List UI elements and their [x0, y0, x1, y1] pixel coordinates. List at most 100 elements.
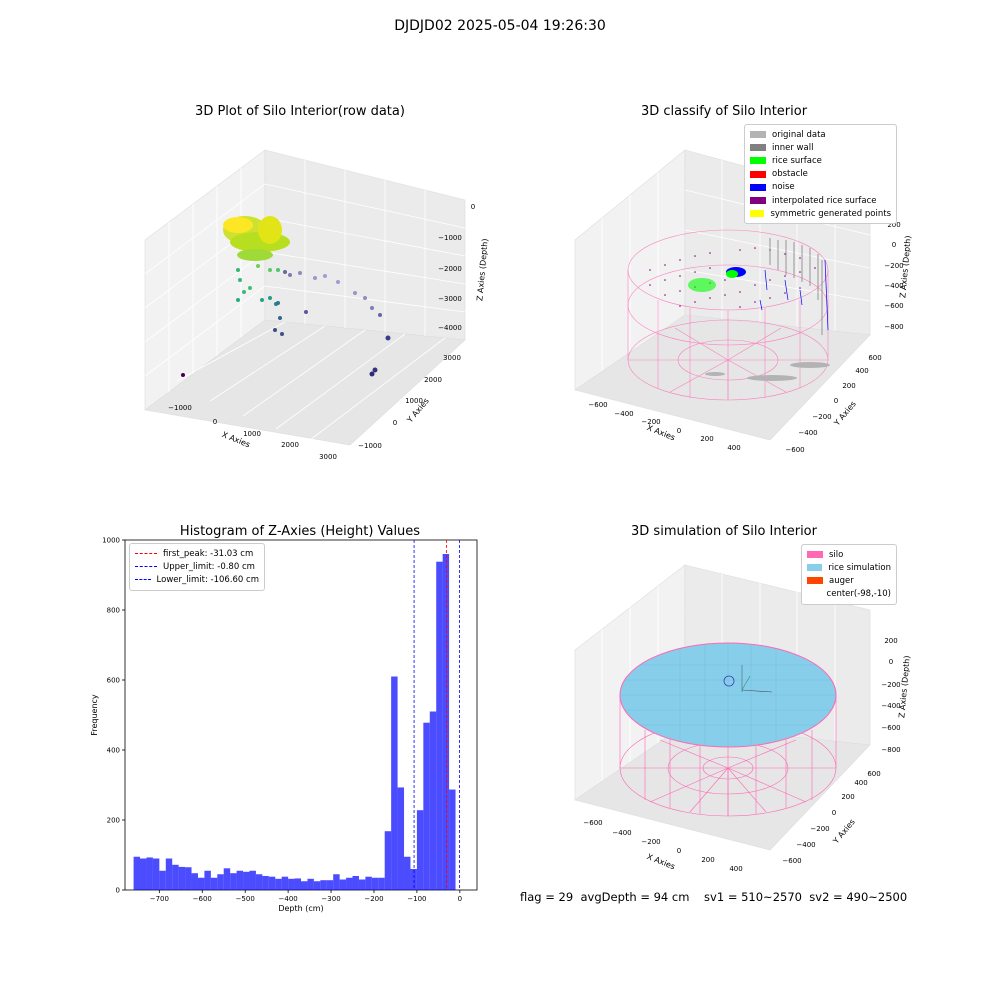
legend-entry: first_peak: -31.03 cm [135, 547, 259, 560]
hist-xtick-label: −500 [236, 895, 255, 903]
legend-line [135, 579, 151, 581]
hist-ytick-label: 400 [107, 747, 120, 755]
hist-bar [410, 869, 417, 890]
panel2-plot: −600 −400 −200 0 200 400 −600 −400 −200 … [574, 149, 913, 454]
p4-ylabel: Y Axies [831, 817, 857, 846]
legend-entry: auger [807, 574, 891, 587]
hist-bar [371, 877, 379, 890]
hist-bar [397, 787, 405, 890]
panel2-title: 3D classify of Silo Interior [640, 104, 808, 119]
legend-swatch [750, 157, 766, 165]
legend-label: noise [772, 182, 795, 193]
hist-bar [320, 880, 327, 890]
p4-xtick: 0 [677, 847, 681, 855]
legend-label: center(-98,-10) [826, 589, 891, 600]
p4-ytick: −400 [796, 841, 815, 849]
legend-label: symmetric generated points [770, 208, 891, 219]
hist-bar [333, 874, 340, 890]
p4-ytick: −600 [782, 857, 801, 865]
hist-ytick-label: 1000 [102, 537, 120, 545]
legend-entry: center(-98,-10) [807, 588, 891, 601]
p4-xtick: 200 [701, 856, 714, 864]
legend-line [135, 566, 157, 568]
hist-bar [152, 858, 160, 890]
legend-entry: Lower_limit: -106.60 cm [135, 573, 259, 586]
hist-xtick-label: −600 [193, 895, 212, 903]
hist-bar [159, 870, 166, 890]
hist-bar [275, 878, 282, 890]
p1-ytick: −1000 [358, 442, 382, 450]
legend-swatch [750, 170, 766, 178]
p4-zlabel: Z Axies (Depth) [897, 655, 911, 718]
hist-bar [384, 831, 392, 890]
p1-ztick: −3000 [438, 295, 462, 303]
hist-bar [307, 878, 314, 890]
hist-xlabel: Depth (cm) [278, 904, 323, 913]
legend-label: inner wall [772, 142, 814, 153]
panel3-legend: first_peak: -31.03 cm Upper_limit: -0.80… [129, 543, 265, 591]
legend-swatch [807, 577, 823, 585]
p2-ytick: 0 [834, 397, 838, 405]
legend-label: rice surface [772, 155, 822, 166]
hist-bar [281, 876, 289, 890]
hist-bar [146, 857, 153, 890]
hist-bar [288, 878, 295, 890]
p2-ytick: 600 [868, 354, 881, 362]
p2-ztick: 200 [887, 221, 900, 229]
hist-xtick-label: −300 [321, 895, 340, 903]
hist-bar [223, 868, 231, 890]
hist-bar [313, 881, 321, 890]
p2-ytick: −400 [798, 429, 817, 437]
hist-bar [301, 881, 308, 890]
legend-label: Upper_limit: -0.80 cm [163, 561, 255, 572]
legend-entry: rice simulation [807, 561, 891, 574]
hist-ytick-label: 600 [107, 677, 120, 685]
legend-label: silo [829, 549, 844, 560]
panel3-title: Histogram of Z-Axies (Height) Values [179, 524, 421, 539]
p2-ytick: −600 [785, 446, 804, 454]
hist-bar [326, 880, 334, 890]
p4-ztick: 0 [889, 658, 893, 666]
legend-entry: interpolated rice surface [750, 194, 891, 207]
p4-ytick: 0 [832, 809, 836, 817]
p1-ytick: 0 [393, 419, 397, 427]
p1-ztick: −2000 [438, 265, 462, 273]
hist-bar [140, 858, 147, 890]
p4-xtick: −600 [583, 819, 602, 827]
hist-bar [204, 870, 211, 890]
legend-entry: rice surface [750, 154, 891, 167]
legend-label: interpolated rice surface [772, 195, 877, 206]
hist-bar [165, 858, 173, 890]
p4-auger [723, 665, 773, 693]
legend-label: first_peak: -31.03 cm [163, 548, 254, 559]
legend-swatch [807, 591, 821, 598]
p1-ytick: 1000 [405, 397, 423, 405]
panel1-plot: −1000 0 1000 2000 3000 −1000 0 1000 2000… [144, 149, 490, 461]
hist-bar [346, 877, 353, 890]
p4-ytick: 400 [854, 779, 867, 787]
p4-silo-wireframe [619, 695, 837, 817]
panel4-legend: silo rice simulation auger center(-98,-1… [801, 544, 897, 605]
p2-ztick: −800 [884, 323, 903, 331]
p2-ytick: −200 [812, 413, 831, 421]
legend-label: obstacle [772, 169, 808, 180]
hist-bar [255, 874, 263, 890]
hist-bar [416, 810, 424, 890]
panel4-plot: −600 −400 −200 0 200 400 −600 −400 −200 … [574, 564, 912, 873]
p4-ztick: −200 [881, 681, 900, 689]
legend-label: auger [829, 575, 854, 586]
p4-xlabel: X Axies [646, 852, 677, 871]
hist-xtick-label: −400 [279, 895, 298, 903]
panel1-scatter [181, 264, 391, 377]
p4-ytick: 600 [867, 770, 880, 778]
p2-inner-wall [769, 238, 823, 335]
p4-xtick: −400 [612, 829, 631, 837]
p2-xtick: 0 [677, 427, 681, 435]
hist-bar [358, 879, 366, 890]
hist-ytick-label: 0 [116, 887, 120, 895]
hist-bar [339, 879, 347, 890]
p4-ztick: −600 [881, 724, 900, 732]
p2-xtick: 200 [700, 435, 713, 443]
legend-swatch [750, 131, 766, 139]
